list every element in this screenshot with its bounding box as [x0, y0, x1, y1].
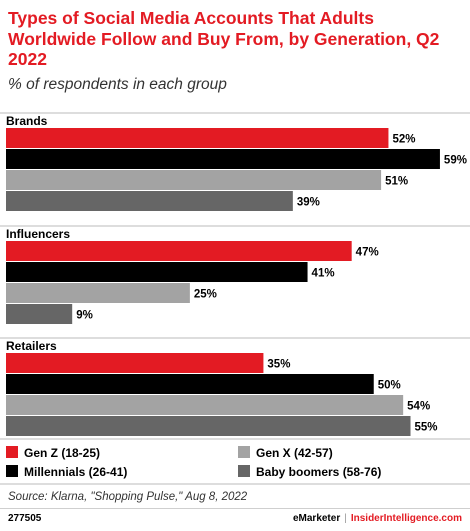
legend-label-millennials-26-41: Millennials (26-41) — [24, 465, 127, 479]
value-label-influencers-gen-z-18-25: 47% — [356, 247, 379, 259]
footer-divider — [0, 508, 470, 509]
source-note: Source: Klarna, "Shopping Pulse," Aug 8,… — [8, 491, 248, 503]
bar-influencers-gen-z-18-25 — [6, 241, 352, 261]
bar-retailers-gen-x-42-57 — [6, 395, 404, 415]
bar-retailers-gen-z-18-25 — [6, 353, 264, 373]
bar-influencers-baby-boomers-58-76 — [6, 304, 73, 324]
value-label-brands-gen-z-18-25: 52% — [392, 134, 415, 146]
value-label-influencers-gen-x-42-57: 25% — [194, 289, 217, 301]
bar-brands-baby-boomers-58-76 — [6, 191, 293, 211]
value-label-retailers-gen-x-42-57: 54% — [407, 401, 430, 413]
value-label-retailers-baby-boomers-58-76: 55% — [415, 422, 438, 434]
chart-id: 277505 — [8, 513, 42, 524]
legend-label-baby-boomers-58-76: Baby boomers (58-76) — [256, 465, 381, 479]
bar-retailers-baby-boomers-58-76 — [6, 416, 411, 436]
bar-brands-gen-x-42-57 — [6, 170, 382, 190]
legend-swatch-millennials-26-41 — [6, 465, 18, 477]
value-label-brands-gen-x-42-57: 51% — [385, 176, 408, 188]
insider-intelligence-link[interactable]: InsiderIntelligence.com — [350, 513, 462, 524]
value-label-retailers-gen-z-18-25: 35% — [267, 359, 290, 371]
bar-brands-gen-z-18-25 — [6, 128, 389, 148]
group-label-retailers: Retailers — [6, 339, 57, 353]
legend-label-gen-z-18-25: Gen Z (18-25) — [24, 446, 100, 460]
emarketer-brand: eMarketer — [292, 513, 341, 524]
chart-title: Types of Social Media Accounts That Adul… — [8, 8, 440, 69]
bar-influencers-millennials-26-41 — [6, 262, 308, 282]
legend-swatch-gen-z-18-25 — [6, 446, 18, 458]
chart-subtitle: % of respondents in each group — [8, 76, 227, 93]
bar-retailers-millennials-26-41 — [6, 374, 374, 394]
bar-influencers-gen-x-42-57 — [6, 283, 190, 303]
value-label-retailers-millennials-26-41: 50% — [378, 380, 401, 392]
legend-swatch-gen-x-42-57 — [238, 446, 250, 458]
value-label-brands-millennials-26-41: 59% — [444, 155, 467, 167]
bar-brands-millennials-26-41 — [6, 149, 440, 169]
legend-swatch-baby-boomers-58-76 — [238, 465, 250, 477]
group-label-brands: Brands — [6, 114, 48, 128]
group-label-influencers: Influencers — [6, 227, 70, 241]
value-label-influencers-baby-boomers-58-76: 9% — [76, 310, 93, 322]
legend-label-gen-x-42-57: Gen X (42-57) — [256, 446, 333, 460]
bar-chart: Brands 52% 59% 51% 39% Influencers 47% 41% 25% 9%… — [0, 112, 470, 485]
value-label-influencers-millennials-26-41: 41% — [312, 268, 335, 280]
brand-credit: eMarketer | InsiderIntelligence.com — [293, 513, 462, 524]
value-label-brands-baby-boomers-58-76: 39% — [297, 197, 320, 209]
brand-separator: | — [344, 513, 347, 524]
